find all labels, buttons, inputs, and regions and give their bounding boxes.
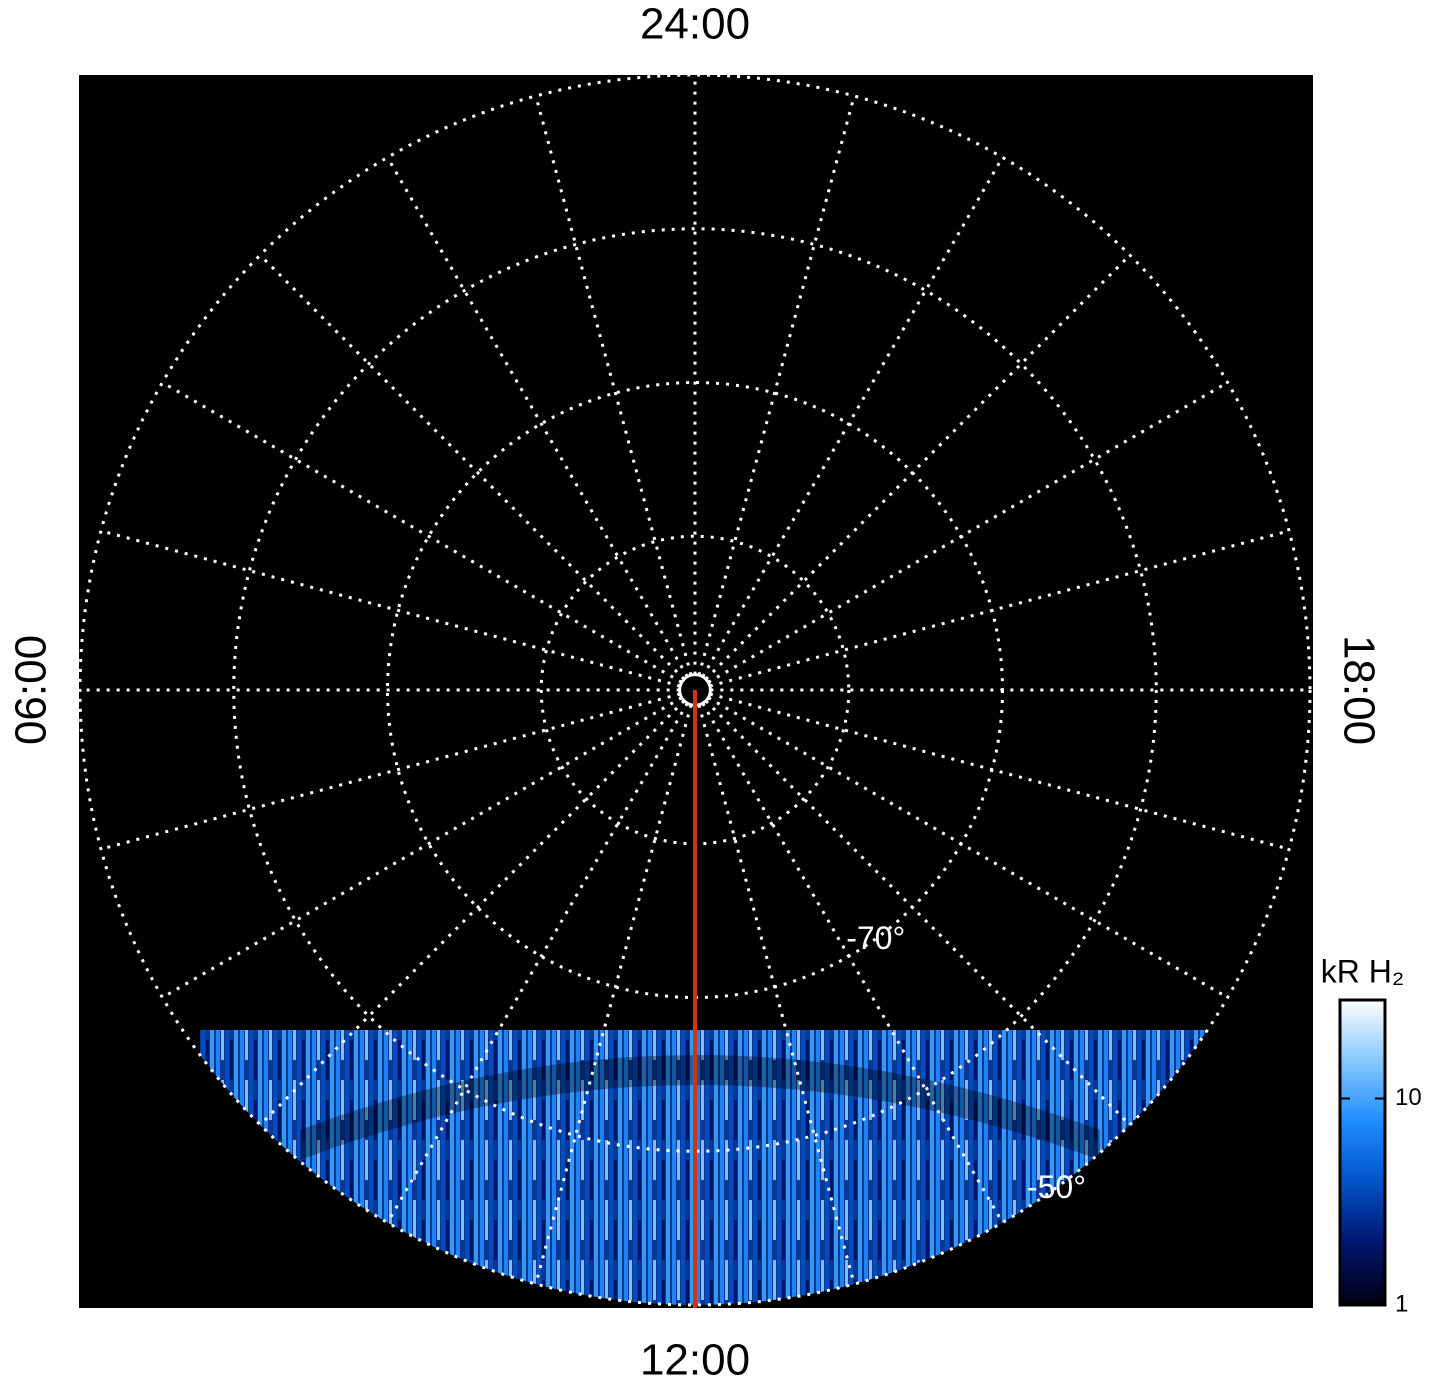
latitude-circle <box>78 73 1312 1307</box>
hour-label: 06:00 <box>7 635 56 745</box>
latitude-label: -50° <box>1027 1169 1086 1205</box>
grid <box>78 73 1312 1308</box>
hour-label: 18:00 <box>1334 635 1383 745</box>
hour-label: 12:00 <box>640 1336 750 1384</box>
latitude-label: -70° <box>846 920 905 956</box>
labels: 24:00 06:00 12:00 18:00 -70° -50° <box>7 0 1384 1384</box>
colorbar-fill <box>1338 998 1387 1307</box>
colorbar-tick-label: 10 <box>1395 1084 1422 1111</box>
colorbar: kR H₂ 1 10 <box>1321 953 1422 1317</box>
latitude-circle <box>232 227 1158 1153</box>
colorbar-tick-label: 1 <box>1395 1290 1408 1317</box>
hour-label: 24:00 <box>640 0 750 49</box>
colorbar-label: kR H₂ <box>1321 953 1405 989</box>
